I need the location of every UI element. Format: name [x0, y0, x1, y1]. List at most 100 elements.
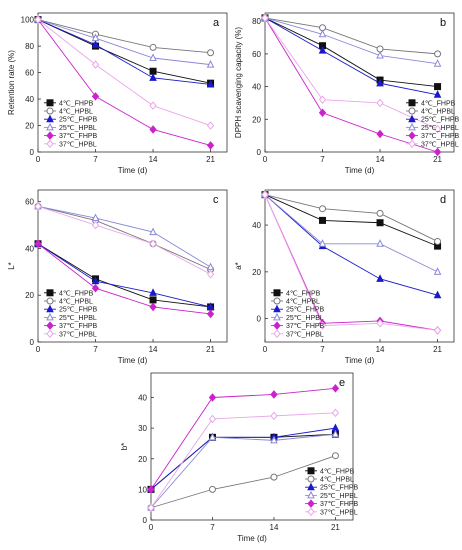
data-point — [433, 90, 442, 98]
series-3 — [34, 15, 215, 68]
legend-label: 37℃_HPBL — [421, 141, 459, 148]
x-tick-label: 7 — [320, 345, 325, 354]
series-5 — [34, 15, 215, 130]
data-point — [147, 503, 155, 513]
series-line — [264, 17, 438, 55]
series-5 — [261, 190, 442, 335]
data-point — [376, 239, 384, 247]
data-point — [434, 50, 442, 58]
legend-marker — [307, 482, 315, 491]
plot-frame — [264, 189, 455, 343]
x-tick-label: 14 — [149, 155, 158, 164]
y-tick-label: 20 — [138, 455, 147, 464]
legend-marker — [46, 329, 54, 339]
y-tick-label: 20 — [25, 291, 34, 300]
series-1 — [261, 14, 442, 58]
x-tick-label: 0 — [36, 345, 41, 354]
x-tick-label: 14 — [270, 523, 279, 532]
legend-marker — [46, 312, 54, 321]
legend-marker — [273, 312, 281, 321]
series-line — [264, 17, 438, 65]
data-point — [206, 141, 215, 150]
legend-label: 25℃_FHPB — [59, 117, 98, 124]
x-axis-label: Time (d) — [118, 166, 148, 175]
series-line — [264, 194, 438, 296]
data-point — [331, 408, 340, 418]
chart-panel-b: 0 7 14 21 0 20 40 60 80 Time (d) DPPH scavenging c… — [234, 12, 460, 175]
panel-letter: c — [213, 194, 219, 206]
y-tick-label: 80 — [25, 42, 34, 51]
legend-label: 4℃_FHPB — [421, 100, 456, 107]
data-point — [318, 95, 327, 104]
series-line — [264, 17, 438, 96]
series-line — [150, 455, 336, 509]
data-point — [270, 473, 278, 481]
legend: 4℃_FHPB 4℃_HPBL25℃_FHPB25℃_HPBL37℃_FHPB37… — [406, 99, 460, 148]
data-point — [149, 239, 157, 249]
data-point — [206, 79, 215, 88]
data-point — [91, 40, 100, 48]
data-point — [34, 15, 42, 24]
legend-label: 4℃_FHPB — [320, 468, 355, 475]
data-point — [261, 13, 269, 23]
legend-marker — [46, 304, 54, 313]
series-line — [150, 387, 336, 490]
data-point — [376, 319, 384, 328]
legend-label: 37℃_FHPB — [421, 133, 460, 140]
legend-marker — [408, 114, 416, 123]
x-tick-label: 21 — [206, 155, 215, 164]
legend-marker — [408, 122, 416, 131]
data-point — [433, 267, 442, 275]
legend-marker — [273, 329, 281, 339]
legend-marker — [273, 289, 281, 297]
data-point — [376, 274, 384, 282]
panel-letter: b — [440, 17, 446, 29]
series-line — [264, 17, 438, 153]
data-point — [376, 209, 384, 217]
data-point — [270, 411, 278, 421]
y-tick-label: 0 — [257, 315, 262, 324]
data-point — [206, 309, 215, 319]
legend-label: 25℃_HPBL — [320, 493, 358, 500]
x-tick-label: 14 — [376, 155, 385, 164]
data-point — [207, 49, 215, 57]
legend-marker — [307, 499, 315, 508]
x-tick-label: 0 — [263, 155, 268, 164]
plot-frame — [264, 12, 455, 153]
data-point — [208, 414, 217, 424]
legend-label: 37℃_FHPB — [286, 323, 325, 330]
series-line — [264, 194, 438, 331]
legend-label: 4℃_HPBL — [59, 299, 93, 306]
series-5 — [147, 408, 340, 513]
data-point — [208, 432, 217, 441]
legend-label: 37℃_FHPB — [320, 501, 359, 508]
x-tick-label: 21 — [433, 345, 442, 354]
legend-label: 4℃_FHPB — [286, 290, 321, 297]
data-point — [149, 43, 157, 51]
series-line — [37, 243, 211, 315]
legend-marker — [307, 507, 315, 517]
x-tick-label: 7 — [320, 155, 325, 164]
series-4 — [147, 384, 340, 494]
data-point — [206, 262, 215, 271]
legend-label: 37℃_FHPB — [59, 323, 98, 330]
legend-marker — [307, 490, 315, 499]
legend-label: 4℃_HPBL — [421, 109, 455, 116]
data-point — [318, 321, 327, 330]
series-line — [264, 194, 438, 273]
y-tick-label: 40 — [252, 83, 261, 92]
data-point — [376, 98, 384, 108]
y-axis-label: DPPH scavenging capacity (%) — [234, 27, 243, 138]
series-line — [37, 19, 211, 54]
y-axis-label: b* — [120, 443, 129, 451]
data-point — [149, 125, 157, 134]
series-line — [37, 205, 211, 275]
panel-letter: a — [213, 17, 220, 29]
series-line — [37, 243, 211, 308]
series-3 — [261, 190, 442, 275]
data-point — [91, 213, 100, 222]
legend-marker — [273, 304, 281, 313]
legend-marker — [46, 131, 54, 140]
data-point — [433, 290, 442, 299]
series-2 — [34, 239, 215, 310]
